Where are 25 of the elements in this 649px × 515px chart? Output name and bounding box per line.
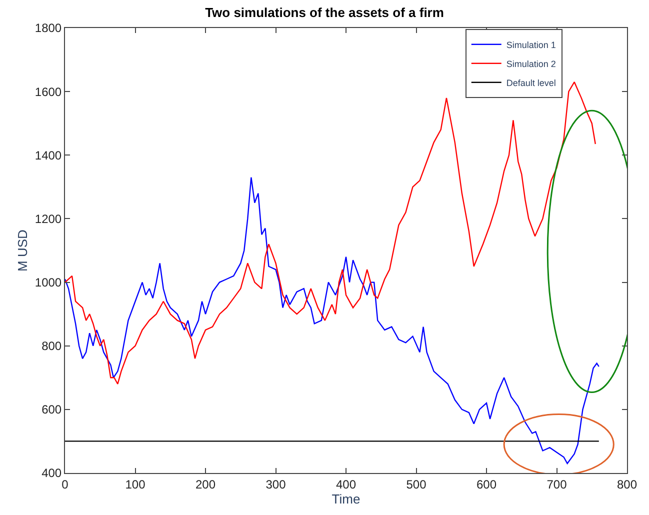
x-tick-label: 200 xyxy=(195,477,216,492)
x-tick-label: 0 xyxy=(62,477,69,492)
y-tick-label: 1600 xyxy=(34,84,62,99)
x-tick-label: 500 xyxy=(406,477,427,492)
y-tick-label: 1200 xyxy=(34,212,62,226)
line-series xyxy=(65,176,600,464)
legend-label: Simulation 1 xyxy=(506,40,556,50)
y-axis-title: M USD xyxy=(14,230,30,272)
line-series xyxy=(65,81,596,385)
y-tick-label: 400 xyxy=(42,466,62,480)
x-tick-label: 700 xyxy=(546,477,568,492)
y-tick-label: 600 xyxy=(42,402,62,417)
y-tick-label: 1800 xyxy=(34,21,62,36)
x-axis-title: Time xyxy=(332,491,360,506)
legend-label: Simulation 2 xyxy=(506,58,556,69)
x-tick-label: 100 xyxy=(125,477,146,492)
y-tick-label: 1000 xyxy=(34,275,62,290)
y-tick-label: 1400 xyxy=(34,148,62,162)
y-tick-label: 800 xyxy=(42,339,62,354)
x-tick-label: 300 xyxy=(266,477,286,492)
x-tick-label: 800 xyxy=(616,477,638,492)
legend-label: Default level xyxy=(506,78,556,88)
x-tick-label: 400 xyxy=(336,477,356,492)
x-tick-label: 600 xyxy=(476,477,497,492)
chart-title: Two simulations of the assets of a firm xyxy=(205,4,444,20)
